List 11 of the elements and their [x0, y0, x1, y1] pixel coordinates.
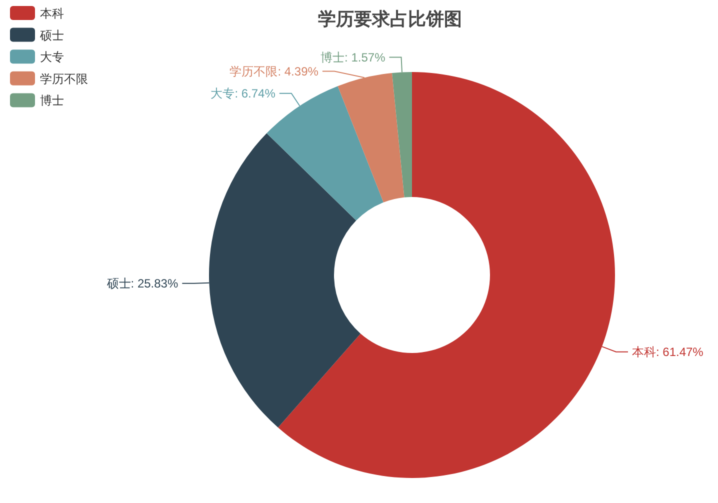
data-label: 博士: 1.57%	[320, 50, 386, 64]
legend-label: 学历不限	[40, 72, 88, 86]
legend-label: 大专	[40, 50, 64, 64]
data-label: 大专: 6.74%	[210, 86, 276, 100]
data-label: 学历不限: 4.39%	[230, 64, 319, 78]
data-label: 硕士: 25.83%	[106, 276, 178, 290]
data-label: 本科: 61.47%	[632, 344, 704, 359]
legend-label: 硕士	[39, 28, 64, 42]
legend-label: 本科	[40, 6, 64, 20]
legend-label: 博士	[40, 94, 64, 108]
chart-title: 学历要求占比饼图	[318, 9, 462, 29]
